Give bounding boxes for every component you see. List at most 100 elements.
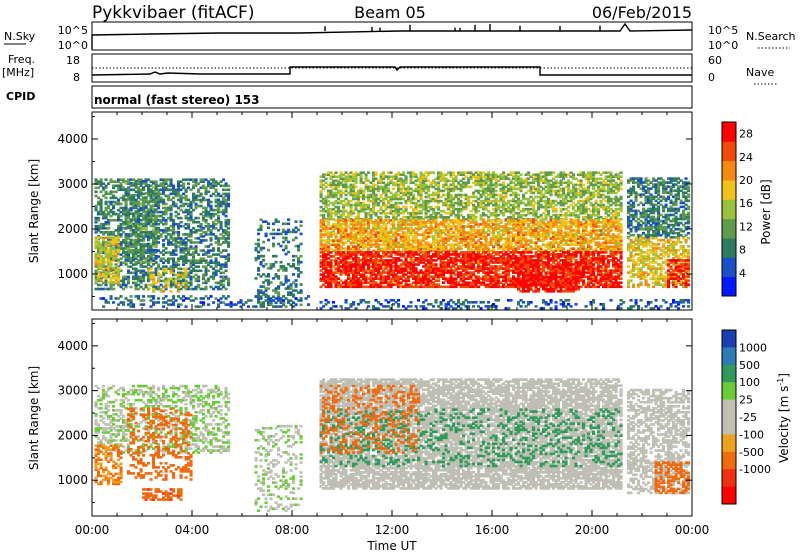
power-cell bbox=[300, 261, 303, 264]
power-cell bbox=[295, 283, 298, 286]
power-cell bbox=[227, 189, 230, 192]
power-cell bbox=[267, 287, 270, 290]
power-cell bbox=[95, 191, 98, 194]
power-cell bbox=[130, 208, 133, 211]
power-cell bbox=[200, 223, 203, 226]
power-cell bbox=[127, 276, 130, 279]
power-cell bbox=[262, 247, 265, 250]
beam-title: Beam 05 bbox=[354, 3, 426, 22]
power-cell bbox=[620, 188, 623, 191]
power-cell bbox=[552, 171, 555, 174]
cpid-label: CPID bbox=[6, 90, 35, 103]
power-cell bbox=[207, 303, 210, 306]
power-cell bbox=[595, 200, 598, 203]
power-cell bbox=[287, 299, 290, 302]
power-cell bbox=[255, 305, 258, 308]
power-cell bbox=[287, 279, 290, 282]
power-cell bbox=[227, 185, 230, 188]
power-cell bbox=[227, 203, 230, 206]
power-cell bbox=[155, 208, 158, 211]
power-cell bbox=[165, 268, 168, 271]
power-cell bbox=[112, 288, 115, 291]
power-cell bbox=[295, 220, 298, 223]
power-cell bbox=[207, 191, 210, 194]
power-cell bbox=[295, 237, 298, 240]
power-cell bbox=[300, 220, 303, 223]
power-cell bbox=[620, 175, 623, 178]
power-cell bbox=[105, 178, 108, 181]
power-cell bbox=[162, 243, 165, 246]
power-cell bbox=[185, 268, 188, 271]
power-cell bbox=[185, 286, 188, 289]
freq-label-1: Freq. bbox=[8, 53, 35, 66]
power-cell bbox=[307, 295, 310, 298]
power-cell bbox=[152, 295, 155, 298]
power-cell bbox=[262, 305, 265, 308]
power-cell bbox=[322, 214, 325, 217]
power-cell bbox=[130, 286, 133, 289]
nsearch-tick-bottom: 10^0 bbox=[708, 39, 738, 52]
power-cell bbox=[225, 270, 228, 273]
power-cell bbox=[272, 237, 275, 240]
power-cell bbox=[212, 247, 215, 250]
power-cell bbox=[225, 249, 228, 252]
power-cell bbox=[197, 217, 200, 220]
power-cell bbox=[207, 270, 210, 273]
power-cell bbox=[195, 297, 198, 300]
power-cell bbox=[275, 255, 278, 258]
power-cell bbox=[117, 249, 120, 252]
power-cell bbox=[182, 182, 185, 185]
power-cell bbox=[137, 182, 140, 185]
power-cell bbox=[275, 261, 278, 264]
power-cell bbox=[170, 178, 173, 181]
power-cell bbox=[400, 202, 403, 205]
power-cell bbox=[255, 277, 258, 280]
power-cell bbox=[227, 241, 230, 244]
power-cell bbox=[175, 299, 178, 302]
power-cell bbox=[117, 236, 120, 239]
power-cell bbox=[120, 295, 123, 298]
power-cell bbox=[260, 225, 263, 228]
power-cell bbox=[122, 301, 125, 304]
power-cell bbox=[197, 253, 200, 256]
power-cell bbox=[165, 247, 168, 250]
power-cell bbox=[227, 219, 230, 222]
power-cell bbox=[225, 215, 228, 218]
power-cell bbox=[390, 171, 393, 174]
power-cell bbox=[210, 201, 213, 204]
power-cell bbox=[272, 243, 275, 246]
power-cell bbox=[137, 218, 140, 221]
power-cell bbox=[227, 193, 230, 196]
power-cell bbox=[495, 190, 498, 193]
power-cell bbox=[177, 263, 180, 266]
power-cell bbox=[117, 245, 120, 248]
power-cell bbox=[285, 267, 288, 270]
power-cell bbox=[267, 239, 270, 242]
power-cell bbox=[327, 221, 330, 224]
nave-tick-top: 60 bbox=[708, 54, 722, 67]
power-cell bbox=[145, 180, 148, 183]
power-cell bbox=[297, 229, 300, 232]
power-cell bbox=[160, 274, 163, 277]
power-cell bbox=[150, 265, 153, 268]
power-cell bbox=[227, 231, 230, 234]
power-cell bbox=[502, 171, 505, 174]
power-cell bbox=[445, 219, 448, 222]
nsky-tick-bottom: 10^0 bbox=[58, 39, 88, 52]
power-cell bbox=[620, 171, 623, 174]
power-cell bbox=[287, 251, 290, 254]
power-cell bbox=[267, 249, 270, 252]
power-cell bbox=[415, 173, 418, 176]
nsearch-label: N.Search bbox=[746, 30, 796, 43]
power-cell bbox=[225, 288, 228, 291]
power-cell bbox=[502, 182, 505, 185]
power-cell bbox=[257, 301, 260, 304]
power-cell bbox=[177, 213, 180, 216]
power-cell bbox=[240, 299, 243, 302]
freq-tick-top: 18 bbox=[66, 54, 80, 67]
power-cell bbox=[155, 227, 158, 230]
power-cell bbox=[285, 245, 288, 248]
power-cell bbox=[155, 249, 158, 252]
